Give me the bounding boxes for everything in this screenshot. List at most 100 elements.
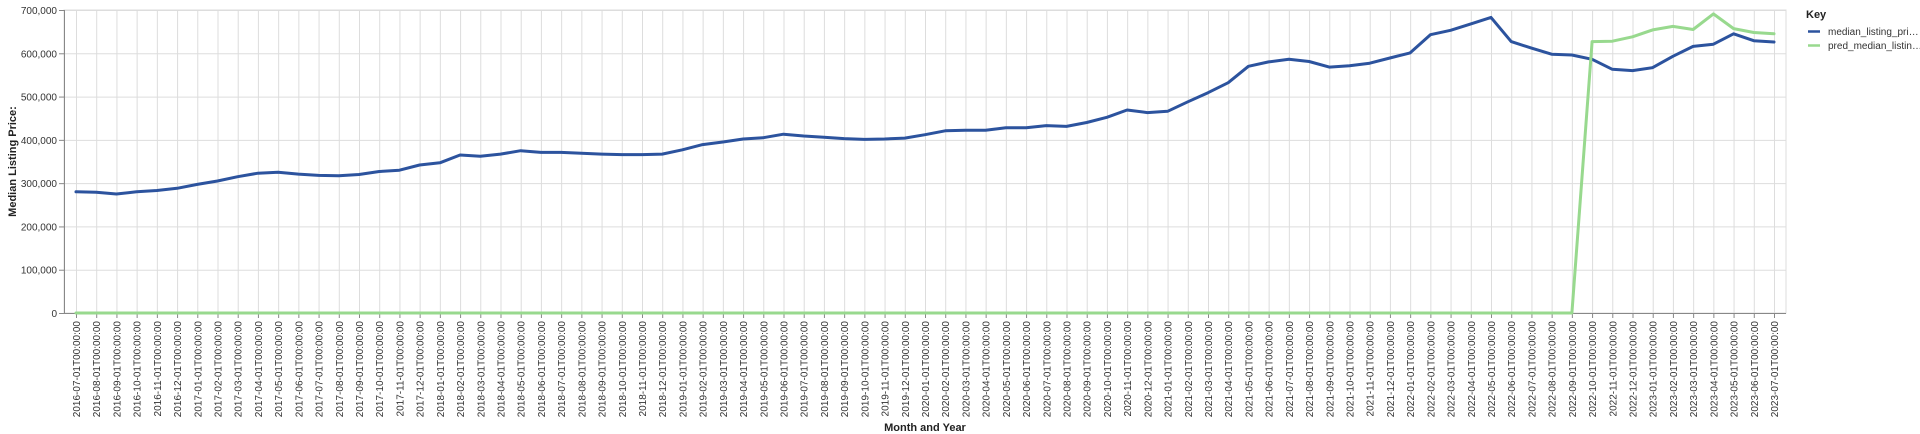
x-tick-label: 2019-08-01T00:00:00 (820, 321, 831, 418)
series-line-pred-median-listing-price (74, 12, 1776, 315)
x-tick-label: 2019-12-01T00:00:00 (901, 321, 912, 418)
x-tick-label: 2021-06-01T00:00:00 (1265, 321, 1276, 418)
x-tick-label: 2021-11-01T00:00:00 (1366, 321, 1377, 417)
x-tick-label: 2021-04-01T00:00:00 (1224, 321, 1235, 418)
x-tick-label: 2021-03-01T00:00:00 (1204, 321, 1215, 418)
legend: Key median_listing_pri… pred_median_listi… (1806, 9, 1920, 52)
y-tick-label: 400,000 (21, 136, 58, 147)
axes-layer: 0 100,000 200,000 300,000 400,000 500,000 600,… (21, 6, 1786, 417)
y-tick-label: 300,000 (21, 179, 58, 190)
x-tick-label: 2023-07-01T00:00:00 (1770, 321, 1781, 418)
x-tick-label: 2023-06-01T00:00:00 (1750, 321, 1761, 418)
x-tick-label: 2019-07-01T00:00:00 (800, 321, 811, 418)
x-tick-label: 2020-03-01T00:00:00 (961, 321, 972, 418)
x-tick-label: 2018-07-01T00:00:00 (557, 321, 568, 418)
x-tick-label: 2018-06-01T00:00:00 (537, 321, 548, 418)
x-tick-label: 2022-12-01T00:00:00 (1629, 321, 1640, 418)
legend-title: Key (1806, 9, 1827, 21)
x-tick-label: 2021-09-01T00:00:00 (1325, 321, 1336, 418)
x-tick-label: 2017-01-01T00:00:00 (193, 321, 204, 418)
legend-label: median_listing_pri… (1828, 27, 1919, 38)
x-tick-label: 2017-03-01T00:00:00 (234, 321, 245, 418)
y-axis-title: Median Listing Price: (7, 106, 19, 217)
x-tick-label: 2020-04-01T00:00:00 (982, 321, 993, 418)
y-tick-label: 500,000 (21, 93, 58, 104)
x-tick-label: 2021-05-01T00:00:00 (1244, 321, 1255, 418)
x-tick-label: 2019-03-01T00:00:00 (719, 321, 730, 418)
x-tick-label: 2020-07-01T00:00:00 (1042, 321, 1053, 418)
x-tick-label: 2023-04-01T00:00:00 (1709, 321, 1720, 418)
x-tick-label: 2017-07-01T00:00:00 (315, 321, 326, 418)
x-axis-title: Month and Year (884, 422, 966, 434)
x-tick-label: 2020-06-01T00:00:00 (1022, 321, 1033, 418)
x-tick-label: 2022-05-01T00:00:00 (1487, 321, 1498, 418)
x-tick-label: 2019-09-01T00:00:00 (840, 321, 851, 418)
x-tick-label: 2017-08-01T00:00:00 (335, 321, 346, 418)
series-line-median-listing-price (74, 15, 1776, 196)
x-tick-label: 2021-02-01T00:00:00 (1184, 321, 1195, 418)
x-tick-label: 2017-12-01T00:00:00 (416, 321, 427, 418)
x-tick-label: 2023-01-01T00:00:00 (1649, 321, 1660, 418)
x-tick-label: 2020-01-01T00:00:00 (921, 321, 932, 418)
x-tick-label: 2017-05-01T00:00:00 (274, 321, 285, 418)
x-tick-label: 2021-01-01T00:00:00 (1164, 321, 1175, 418)
x-tick-label: 2018-01-01T00:00:00 (436, 321, 447, 418)
x-tick-label: 2021-10-01T00:00:00 (1346, 321, 1357, 418)
x-tick-label: 2018-05-01T00:00:00 (517, 321, 528, 418)
y-tick-label: 200,000 (21, 222, 58, 233)
x-tick-label: 2020-08-01T00:00:00 (1063, 321, 1074, 418)
x-tick-label: 2018-09-01T00:00:00 (598, 321, 609, 418)
x-tick-label: 2020-09-01T00:00:00 (1083, 321, 1094, 418)
grid-layer (63, 9, 1787, 314)
x-tick-label: 2019-06-01T00:00:00 (780, 321, 791, 418)
x-tick-label: 2020-02-01T00:00:00 (941, 321, 952, 418)
x-tick-label: 2019-10-01T00:00:00 (860, 321, 871, 418)
x-tick-label: 2017-10-01T00:00:00 (375, 321, 386, 418)
x-tick-label: 2017-11-01T00:00:00 (395, 321, 406, 417)
x-tick-label: 2020-11-01T00:00:00 (1123, 321, 1134, 417)
x-tick-label: 2019-11-01T00:00:00 (881, 321, 892, 417)
x-tick-label: 2018-02-01T00:00:00 (456, 321, 467, 418)
x-tick-label: 2022-03-01T00:00:00 (1447, 321, 1458, 418)
x-tick-label: 2022-08-01T00:00:00 (1548, 321, 1559, 418)
y-tick-label: 600,000 (21, 49, 58, 60)
x-tick-label: 2019-01-01T00:00:00 (678, 321, 689, 418)
x-tick-label: 2018-11-01T00:00:00 (638, 321, 649, 417)
x-tick-label: 2022-02-01T00:00:00 (1426, 321, 1437, 418)
x-tick-label: 2023-02-01T00:00:00 (1669, 321, 1680, 418)
x-tick-label: 2017-04-01T00:00:00 (254, 321, 265, 418)
x-tick-label: 2020-12-01T00:00:00 (1143, 321, 1154, 418)
x-tick-label: 2018-03-01T00:00:00 (476, 321, 487, 418)
legend-label: pred_median_listin… (1828, 41, 1920, 52)
x-tick-label: 2016-08-01T00:00:00 (92, 321, 103, 418)
x-tick-label: 2023-05-01T00:00:00 (1730, 321, 1741, 418)
x-tick-label: 2019-02-01T00:00:00 (699, 321, 710, 418)
x-tick-label: 2016-11-01T00:00:00 (153, 321, 164, 417)
x-tick-label: 2016-12-01T00:00:00 (173, 321, 184, 418)
x-tick-label: 2016-07-01T00:00:00 (72, 321, 83, 418)
y-tick-label: 0 (51, 309, 57, 320)
x-tick-label: 2016-09-01T00:00:00 (112, 321, 123, 418)
y-tick-label: 100,000 (21, 266, 58, 277)
x-tick-label: 2022-09-01T00:00:00 (1568, 321, 1579, 418)
x-tick-label: 2022-04-01T00:00:00 (1467, 321, 1478, 418)
x-tick-label: 2022-01-01T00:00:00 (1406, 321, 1417, 418)
x-tick-label: 2018-04-01T00:00:00 (497, 321, 508, 418)
series-layer (74, 12, 1776, 315)
x-tick-label: 2019-04-01T00:00:00 (739, 321, 750, 418)
x-tick-label: 2022-10-01T00:00:00 (1588, 321, 1599, 418)
x-tick-label: 2018-12-01T00:00:00 (658, 321, 669, 418)
x-tick-label: 2022-06-01T00:00:00 (1507, 321, 1518, 418)
x-tick-label: 2016-10-01T00:00:00 (133, 321, 144, 418)
x-tick-label: 2020-10-01T00:00:00 (1103, 321, 1114, 418)
x-tick-label: 2021-07-01T00:00:00 (1285, 321, 1296, 418)
x-tick-label: 2022-07-01T00:00:00 (1527, 321, 1538, 418)
y-tick-label: 700,000 (21, 6, 58, 17)
x-tick-label: 2017-02-01T00:00:00 (214, 321, 225, 418)
x-tick-label: 2018-08-01T00:00:00 (577, 321, 588, 418)
x-tick-label: 2020-05-01T00:00:00 (1002, 321, 1013, 418)
x-tick-label: 2017-06-01T00:00:00 (294, 321, 305, 418)
x-tick-label: 2017-09-01T00:00:00 (355, 321, 366, 418)
